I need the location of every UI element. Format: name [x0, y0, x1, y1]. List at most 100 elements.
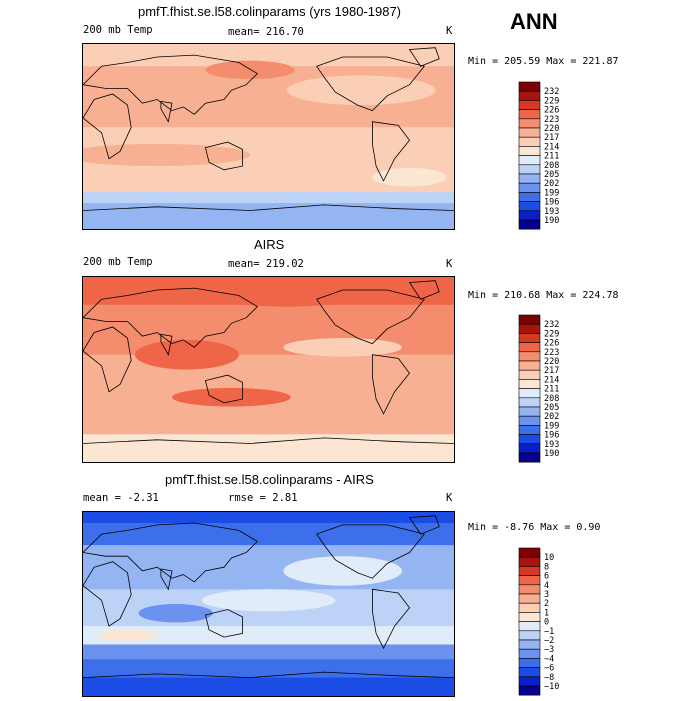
coastline: [408, 515, 440, 535]
panel-3-mean-label: mean = -2.31: [83, 492, 159, 504]
colorbar-tick-label: 214: [544, 142, 559, 152]
colorbar-swatch: [518, 369, 541, 380]
coastline: [316, 524, 426, 579]
season-label: ANN: [510, 9, 558, 34]
colorbar-tick-label: 226: [544, 106, 559, 116]
colorbar-swatch: [518, 630, 541, 641]
colorbar-tick-label: 193: [544, 207, 559, 217]
panel-3-map: [82, 511, 455, 697]
coastline: [204, 374, 243, 404]
panel-2-title: AIRS: [254, 237, 285, 252]
field-band: [83, 512, 454, 524]
colorbar-swatch: [518, 621, 541, 632]
colorbar-tick-label: −6: [544, 664, 554, 674]
colorbar-swatch: [518, 556, 541, 567]
colorbar-tick-label: 214: [544, 375, 559, 385]
panel-2-mean-label: mean= 219.02: [228, 258, 304, 270]
field-anomaly: [201, 589, 336, 612]
colorbar-swatch: [518, 192, 541, 202]
field-band: [83, 44, 454, 67]
colorbar-tick-label: 232: [544, 320, 559, 330]
colorbar-swatch: [518, 118, 541, 129]
colorbar-tick-label: 220: [544, 124, 559, 134]
coastline: [83, 93, 132, 160]
colorbar-swatch: [518, 612, 541, 622]
coastline: [408, 47, 440, 67]
colorbar-tick-label: 6: [544, 572, 549, 582]
panel-1-variable-label: 200 mb Temp: [83, 24, 153, 36]
colorbar-tick-label: 190: [544, 449, 559, 459]
colorbar-swatch: [518, 109, 541, 120]
colorbar-swatch: [518, 547, 541, 558]
panel-1-map: [82, 43, 455, 230]
colorbar-tick-label: −10: [544, 682, 559, 692]
panel-2-variable-label: 200 mb Temp: [83, 256, 153, 268]
colorbar-tick-label: 208: [544, 394, 559, 404]
colorbar-swatch: [518, 685, 541, 696]
panel-3-title: pmfT.fhist.se.l58.colinparams - AIRS: [165, 472, 374, 487]
colorbar-swatch: [518, 379, 541, 389]
colorbar-tick-label: −1: [544, 627, 554, 637]
panel-1-title: pmfT.fhist.se.l58.colinparams (yrs 1980-…: [138, 4, 402, 19]
colorbar-tick-label: 193: [544, 440, 559, 450]
colorbar-swatch: [518, 127, 541, 138]
field-band: [83, 523, 454, 546]
colorbar-swatch: [518, 648, 541, 659]
colorbar-swatch: [518, 658, 541, 668]
coastline: [372, 354, 411, 415]
coastline: [83, 522, 259, 583]
field-anomaly: [134, 339, 239, 370]
colorbar-tick-label: 202: [544, 179, 559, 189]
colorbar-swatch: [518, 397, 541, 408]
colorbar-tick-label: 190: [544, 216, 559, 226]
colorbar-tick-label: −8: [544, 673, 554, 683]
colorbar-swatch: [518, 323, 541, 334]
colorbar-tick-label: 196: [544, 198, 559, 208]
field-anomaly: [372, 167, 447, 187]
colorbar-swatch: [518, 584, 541, 595]
colorbar-swatch: [518, 333, 541, 343]
colorbar-swatch: [518, 360, 541, 371]
colorbar-swatch: [518, 575, 541, 586]
colorbar-tick-label: 196: [544, 431, 559, 441]
field-anomaly: [138, 604, 213, 623]
coastline: [316, 289, 426, 345]
colorbar-tick-label: 205: [544, 403, 559, 413]
colorbar-tick-label: 199: [544, 188, 559, 198]
field-band: [83, 659, 454, 679]
colorbar-swatch: [518, 90, 541, 101]
panel-2-minmax-label: Min = 210.68 Max = 224.78: [468, 290, 619, 301]
field-anomaly: [205, 60, 295, 80]
colorbar-swatch: [518, 452, 541, 463]
colorbar-swatch: [518, 388, 541, 399]
field-anomaly: [283, 556, 403, 586]
colorbar-swatch: [518, 201, 541, 212]
coastline: [83, 326, 132, 393]
colorbar-swatch: [518, 593, 541, 604]
field-band: [83, 644, 454, 660]
field-anomaly: [83, 143, 250, 167]
field-anomaly: [283, 338, 403, 357]
coastline: [83, 671, 454, 679]
panel-2-map: [82, 276, 455, 463]
coastline: [160, 333, 173, 356]
colorbar-tick-label: 229: [544, 329, 559, 339]
colorbar-swatch: [518, 566, 541, 576]
colorbar-tick-label: 8: [544, 562, 549, 572]
field-band: [83, 626, 454, 645]
colorbar-tick-label: 10: [544, 553, 554, 563]
coastline: [408, 280, 440, 300]
colorbar-swatch: [518, 425, 541, 435]
colorbar-tick-label: 220: [544, 357, 559, 367]
panel-2-unit-label: K: [446, 258, 453, 270]
panel-3-rmse-label: rmse = 2.81: [228, 492, 298, 504]
panel-1-unit-label: K: [446, 25, 453, 37]
coastline: [83, 204, 454, 211]
colorbar-tick-label: 217: [544, 133, 559, 143]
coastline: [83, 287, 259, 348]
coastline: [83, 54, 259, 115]
colorbar-tick-label: 0: [544, 618, 549, 628]
colorbar-swatch: [518, 164, 541, 175]
field-band: [83, 402, 454, 435]
colorbar-swatch: [518, 667, 541, 678]
